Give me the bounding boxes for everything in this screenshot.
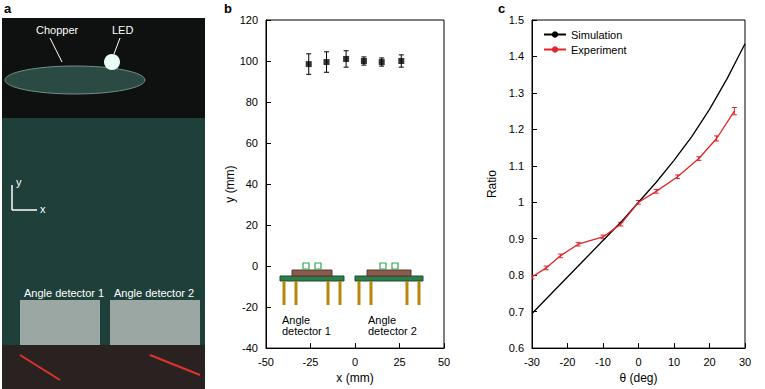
svg-text:-25: -25 xyxy=(303,356,319,368)
svg-text:0.6: 0.6 xyxy=(509,342,524,354)
svg-text:Ratio: Ratio xyxy=(485,170,499,198)
svg-text:40: 40 xyxy=(246,178,258,190)
svg-text:Angle detector 2: Angle detector 2 xyxy=(114,287,194,299)
svg-text:30: 30 xyxy=(739,356,751,368)
svg-text:10: 10 xyxy=(668,356,680,368)
svg-text:Angle: Angle xyxy=(368,313,400,326)
svg-text:Angle: Angle xyxy=(282,313,314,326)
svg-text:θ (deg): θ (deg) xyxy=(619,371,657,385)
svg-text:25: 25 xyxy=(393,356,405,368)
svg-text:100: 100 xyxy=(240,55,258,67)
svg-text:0.9: 0.9 xyxy=(509,233,524,245)
svg-text:-50: -50 xyxy=(258,356,274,368)
svg-text:x (mm): x (mm) xyxy=(336,371,373,385)
svg-text:-20: -20 xyxy=(560,356,576,368)
svg-text:20: 20 xyxy=(703,356,715,368)
svg-text:-40: -40 xyxy=(242,342,258,354)
svg-text:20: 20 xyxy=(246,219,258,231)
svg-text:LED: LED xyxy=(112,24,133,36)
svg-text:1.2: 1.2 xyxy=(509,123,524,135)
svg-text:detector 1: detector 1 xyxy=(282,325,331,337)
svg-text:1.4: 1.4 xyxy=(509,50,524,62)
svg-text:-30: -30 xyxy=(524,356,540,368)
svg-text:50: 50 xyxy=(438,356,450,368)
svg-text:1.1: 1.1 xyxy=(509,160,524,172)
svg-text:0: 0 xyxy=(352,356,358,368)
svg-text:Chopper: Chopper xyxy=(36,24,79,36)
svg-text:0: 0 xyxy=(635,356,641,368)
svg-text:80: 80 xyxy=(246,96,258,108)
svg-text:1.3: 1.3 xyxy=(509,87,524,99)
svg-text:Angle detector 1: Angle detector 1 xyxy=(24,287,104,299)
svg-text:120: 120 xyxy=(240,14,258,26)
svg-text:y (mm): y (mm) xyxy=(223,165,237,202)
svg-text:1.5: 1.5 xyxy=(509,14,524,26)
svg-text:0.8: 0.8 xyxy=(509,269,524,281)
svg-text:Experiment: Experiment xyxy=(571,44,627,56)
svg-text:x: x xyxy=(40,203,46,215)
svg-text:0.7: 0.7 xyxy=(509,306,524,318)
svg-text:y: y xyxy=(16,176,22,188)
svg-text:Simulation: Simulation xyxy=(571,29,622,41)
svg-text:c: c xyxy=(498,1,505,16)
svg-text:1: 1 xyxy=(518,196,524,208)
svg-text:-20: -20 xyxy=(242,301,258,313)
svg-text:60: 60 xyxy=(246,137,258,149)
svg-text:b: b xyxy=(224,1,232,16)
svg-text:detector 2: detector 2 xyxy=(368,325,417,337)
svg-text:a: a xyxy=(4,1,12,16)
svg-text:0: 0 xyxy=(252,260,258,272)
svg-text:-10: -10 xyxy=(595,356,611,368)
